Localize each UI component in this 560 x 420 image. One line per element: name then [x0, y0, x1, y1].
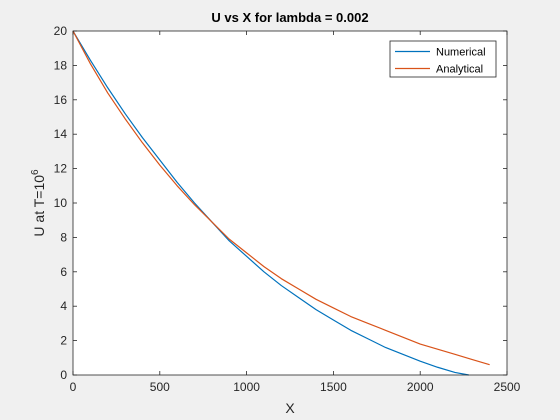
- legend-label-analytical: Analytical: [436, 64, 483, 76]
- x-tick-label-1000: 1000: [233, 380, 260, 394]
- x-tick-label-2500: 2500: [494, 380, 521, 394]
- x-tick-label-0: 0: [70, 380, 77, 394]
- y-axis-label-superscript: 6: [30, 169, 41, 175]
- y-tick-label-6: 6: [60, 265, 67, 279]
- chart-title: U vs X for lambda = 0.002: [211, 10, 368, 25]
- y-tick-label-12: 12: [54, 162, 68, 176]
- series-layer: [72, 30, 490, 376]
- y-tick-label-4: 4: [60, 299, 67, 313]
- legend-box: [389, 40, 497, 78]
- series-line-numerical: [72, 30, 469, 376]
- x-axis-label: X: [285, 400, 295, 416]
- y-tick-label-16: 16: [54, 93, 68, 107]
- legend-label-numerical: Numerical: [436, 47, 486, 59]
- y-tick-label-10: 10: [54, 196, 68, 210]
- y-tick-label-14: 14: [54, 127, 68, 141]
- y-tick-label-18: 18: [54, 58, 68, 72]
- y-tick-label-8: 8: [60, 230, 67, 244]
- y-axis-label: U at T=106: [30, 169, 47, 237]
- y-tick-label-2: 2: [60, 334, 67, 348]
- x-axis-ticks: 0 500 1000 1500 2000 2500: [70, 31, 521, 394]
- y-tick-label-0: 0: [60, 368, 67, 382]
- x-tick-label-2000: 2000: [407, 380, 434, 394]
- y-tick-label-20: 20: [54, 24, 68, 38]
- y-axis-label-main: U at T=10: [31, 175, 47, 237]
- x-tick-label-500: 500: [150, 380, 170, 394]
- series-line-analytical: [72, 30, 490, 366]
- plot-area: [73, 31, 507, 375]
- y-axis-ticks: 0 2 4 6 8 10 12 14 16 18 20: [54, 24, 507, 382]
- legend: Numerical Analytical: [389, 40, 497, 78]
- x-tick-label-1500: 1500: [320, 380, 347, 394]
